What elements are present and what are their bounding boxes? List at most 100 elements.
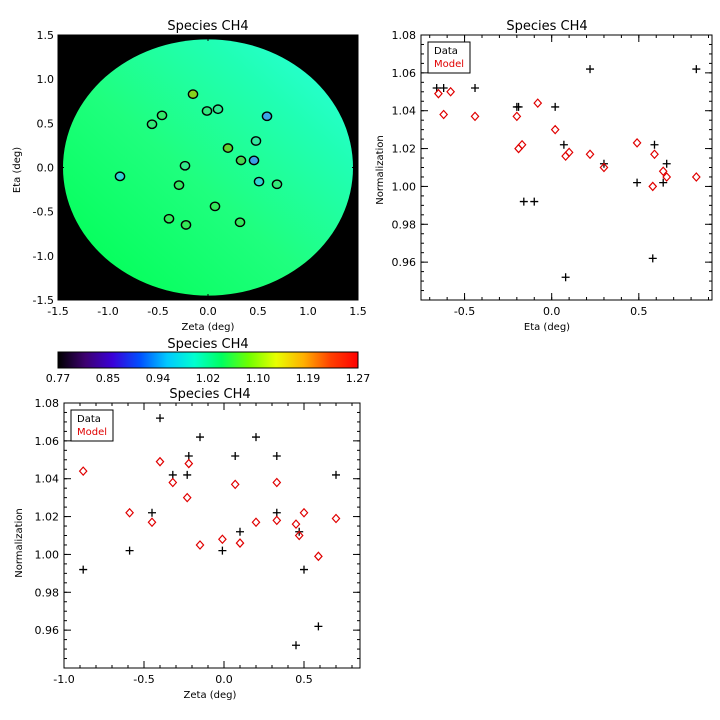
zeta-plot-y-tick-label: 1.00 [35, 548, 60, 561]
eta-plot-legend-box [427, 41, 471, 74]
zeta-plot-data-point [79, 565, 88, 574]
eta-plot-model-point [650, 149, 659, 160]
colorbar-gradient-bar [57, 351, 359, 369]
zeta-plot-data-point [252, 433, 260, 442]
eta-plot-model-point [439, 109, 449, 120]
colorbar-tick-label: 1.27 [346, 372, 371, 385]
zeta-plot-model-point [184, 458, 194, 469]
colormap-x-label: Zeta (deg) [182, 322, 235, 333]
eta-plot-y-tick-label: 1.02 [392, 143, 417, 156]
colorbar-tick-label: 1.02 [196, 372, 221, 385]
eta-plot-x-tick-label: 0.5 [630, 305, 648, 318]
zeta-plot-data-point [168, 470, 177, 479]
eta-plot-x-label: Eta (deg) [524, 322, 570, 333]
zeta-plot-data-point [236, 527, 244, 536]
colormap-point [156, 110, 168, 121]
zeta-plot-model-point [125, 507, 135, 518]
colormap-title: Species CH4 [167, 19, 248, 34]
zeta-plot-model-point [272, 515, 282, 526]
colorbar-tick-label: 0.94 [146, 372, 171, 385]
eta-plot-model-point [512, 111, 522, 122]
zeta-plot-model-point [168, 477, 178, 488]
eta-plot-data-point [439, 84, 448, 92]
zeta-plot-model-point [147, 517, 157, 528]
colormap-x-tick-label: -0.5 [147, 305, 168, 318]
eta-plot-y-tick-label: 0.96 [392, 256, 417, 269]
eta-plot-model-point [648, 181, 658, 192]
colorbar-tick-label: 0.85 [96, 372, 121, 385]
eta-plot-model-point [691, 172, 701, 182]
colormap-y-label: Eta (deg) [12, 147, 23, 193]
colormap-y-tick-label: 0.5 [37, 117, 55, 130]
eta-plot-model-point [662, 172, 672, 182]
colorbar-tick-label: 1.19 [296, 372, 321, 385]
colormap-y-tick-label: 1.0 [37, 73, 55, 86]
zeta-plot-data-point [183, 470, 192, 479]
eta-plot-frame [420, 34, 713, 301]
eta-plot-x-tick-label: -0.5 [454, 305, 475, 318]
eta-plot-data-point [659, 178, 668, 187]
colormap-point [212, 104, 224, 115]
eta-plot-y-tick-label: 1.04 [392, 105, 417, 118]
eta-plot-model-point [585, 149, 595, 160]
colormap-point [253, 176, 265, 187]
colormap-point [234, 217, 246, 228]
zeta-plot-y-tick-label: 1.06 [35, 435, 60, 448]
eta-plot-model-point [658, 166, 668, 177]
eta-plot-legend-data: Data [434, 46, 458, 57]
colormap-point [187, 89, 199, 100]
eta-plot-model-point [599, 162, 609, 173]
colormap-field-disk [63, 39, 353, 296]
eta-plot-data-point [530, 197, 539, 206]
zeta-plot-title: Species CH4 [169, 387, 250, 402]
zeta-plot-model-point [195, 540, 205, 550]
colormap-x-tick-label: 0.0 [199, 305, 217, 318]
zeta-plot-data-point [314, 622, 323, 631]
eta-plot-data-point [586, 65, 595, 74]
zeta-plot-x-tick-label: 0.5 [295, 673, 313, 686]
colormap-point [271, 179, 283, 190]
colormap-y-tick-label: 0.0 [37, 162, 55, 175]
eta-plot-y-tick-label: 1.08 [392, 29, 417, 42]
colormap-y-tick-label: -1.5 [33, 294, 54, 307]
eta-plot-title: Species CH4 [506, 19, 587, 34]
colormap-point [261, 111, 273, 122]
colormap-point [163, 213, 175, 224]
panel-normalization-vs-eta: Species CH4 Eta (deg) Normalization -0.5… [375, 19, 713, 333]
zeta-plot-legend-box [70, 409, 114, 442]
zeta-plot-data-point [300, 565, 308, 574]
zeta-plot-model-point [78, 466, 88, 477]
zeta-plot-y-label: Normalization [14, 508, 25, 578]
eta-plot-data-point [514, 102, 523, 111]
colormap-point [173, 180, 185, 191]
zeta-plot-data-point [332, 470, 340, 479]
zeta-plot-data-point [272, 508, 281, 517]
colormap-point [114, 171, 126, 182]
eta-plot-y-tick-label: 0.98 [392, 218, 417, 231]
zeta-plot-model-point [155, 456, 165, 467]
colormap-point [180, 220, 192, 230]
eta-plot-legend-model: Model [434, 59, 464, 70]
zeta-plot-model-point [291, 519, 301, 530]
zeta-plot-y-tick-label: 1.08 [35, 397, 60, 410]
zeta-plot-model-point [182, 492, 192, 503]
panel-colorbar: Species CH4 0.77 0.85 0.94 1.02 1.10 1.19 1.27 [46, 337, 371, 385]
zeta-plot-model-point [313, 551, 323, 562]
eta-plot-model-point [434, 88, 443, 99]
zeta-plot-model-point [217, 534, 227, 545]
eta-plot-x-tick-label: 0.0 [543, 305, 561, 318]
eta-plot-data-point [561, 273, 570, 282]
zeta-plot-data-point [292, 641, 300, 650]
colorbar-tick-label: 1.10 [246, 372, 271, 385]
colorbar-title: Species CH4 [167, 337, 248, 352]
zeta-plot-model-point [230, 479, 240, 490]
zeta-plot-model-point [272, 477, 282, 488]
eta-plot-data-point [519, 197, 528, 206]
zeta-plot-model-point [251, 517, 261, 528]
zeta-plot-data-point [272, 452, 281, 460]
eta-plot-y-tick-label: 1.06 [392, 67, 417, 80]
eta-plot-model-point [517, 139, 527, 150]
eta-plot-model-point [632, 137, 642, 148]
zeta-plot-model-point [331, 513, 341, 524]
colorbar-tick-label: 0.77 [46, 372, 71, 385]
